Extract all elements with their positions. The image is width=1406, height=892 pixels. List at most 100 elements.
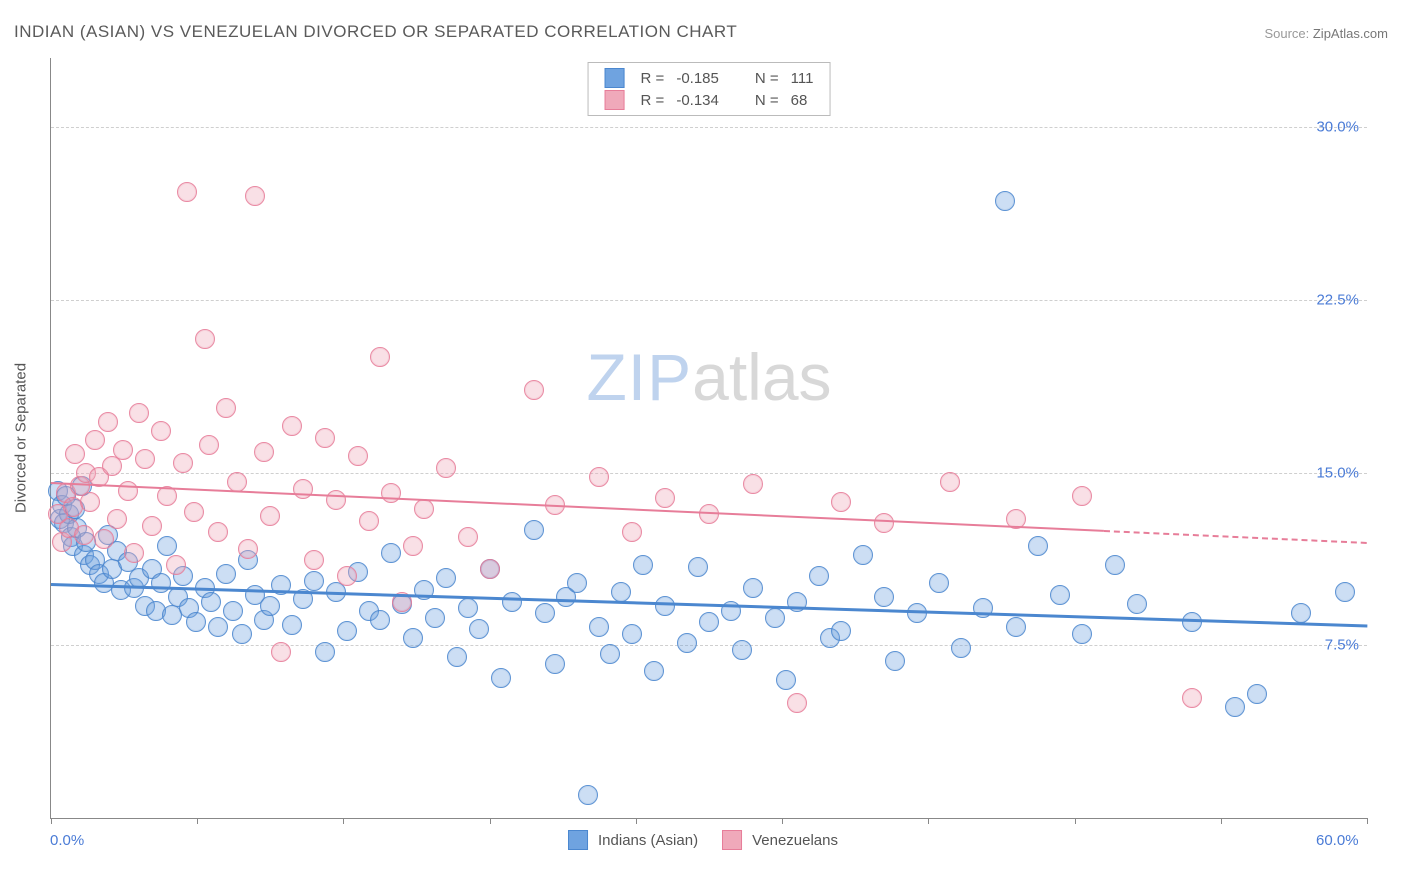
data-point-ring bbox=[688, 557, 708, 577]
data-point-ring bbox=[124, 543, 144, 563]
data-point-ring bbox=[589, 617, 609, 637]
y-tick-label: 30.0% bbox=[1316, 119, 1359, 136]
data-point-ring bbox=[370, 347, 390, 367]
data-point-ring bbox=[107, 509, 127, 529]
data-point-ring bbox=[208, 522, 228, 542]
watermark-zip: ZIP bbox=[586, 340, 692, 414]
data-point-ring bbox=[254, 442, 274, 462]
legend-series: Indians (Asian)Venezuelans bbox=[568, 830, 838, 850]
legend-stat-row-venezuelans: R =-0.134N =68 bbox=[599, 89, 820, 111]
data-point-ring bbox=[425, 608, 445, 628]
data-point-ring bbox=[348, 446, 368, 466]
data-point-ring bbox=[853, 545, 873, 565]
data-point-ring bbox=[644, 661, 664, 681]
data-point-ring bbox=[403, 536, 423, 556]
data-point-ring bbox=[491, 668, 511, 688]
data-point-ring bbox=[1006, 617, 1026, 637]
watermark-atlas: atlas bbox=[692, 340, 831, 414]
data-point-ring bbox=[436, 568, 456, 588]
data-point-ring bbox=[223, 601, 243, 621]
legend-swatch bbox=[722, 830, 742, 850]
data-point-ring bbox=[622, 624, 642, 644]
data-point-ring bbox=[151, 573, 171, 593]
data-point-ring bbox=[98, 412, 118, 432]
x-tick bbox=[928, 818, 929, 824]
data-point-ring bbox=[260, 506, 280, 526]
data-point-ring bbox=[776, 670, 796, 690]
data-point-ring bbox=[173, 453, 193, 473]
data-point-ring bbox=[216, 398, 236, 418]
gridline bbox=[51, 473, 1367, 474]
data-point-ring bbox=[142, 516, 162, 536]
legend-swatch bbox=[605, 68, 625, 88]
data-point-ring bbox=[940, 472, 960, 492]
data-point-ring bbox=[414, 499, 434, 519]
data-point-ring bbox=[65, 444, 85, 464]
data-point-ring bbox=[1225, 697, 1245, 717]
data-point-ring bbox=[113, 440, 133, 460]
legend-item-venezuelans: Venezuelans bbox=[722, 830, 838, 850]
data-point-ring bbox=[227, 472, 247, 492]
data-point-ring bbox=[208, 617, 228, 637]
data-point-ring bbox=[743, 578, 763, 598]
x-tick bbox=[490, 818, 491, 824]
data-point-ring bbox=[436, 458, 456, 478]
legend-R-label: R = bbox=[635, 89, 671, 111]
data-point-ring bbox=[1127, 594, 1147, 614]
data-point-ring bbox=[732, 640, 752, 660]
data-point-ring bbox=[1028, 536, 1048, 556]
scatter-plot: Divorced or Separated ZIPatlas R =-0.185… bbox=[50, 58, 1367, 819]
legend-swatch bbox=[605, 90, 625, 110]
legend-label: Venezuelans bbox=[752, 832, 838, 849]
data-point-ring bbox=[655, 488, 675, 508]
data-point-ring bbox=[885, 651, 905, 671]
data-point-ring bbox=[874, 587, 894, 607]
data-point-ring bbox=[545, 654, 565, 674]
x-tick bbox=[1075, 818, 1076, 824]
data-point-ring bbox=[524, 520, 544, 540]
data-point-ring bbox=[271, 642, 291, 662]
data-point-ring bbox=[655, 596, 675, 616]
data-point-ring bbox=[1182, 612, 1202, 632]
data-point-ring bbox=[831, 621, 851, 641]
legend-stats-box: R =-0.185N =111R =-0.134N =68 bbox=[588, 62, 831, 116]
data-point-ring bbox=[831, 492, 851, 512]
source-label: Source: bbox=[1264, 26, 1312, 41]
data-point-ring bbox=[929, 573, 949, 593]
x-tick bbox=[782, 818, 783, 824]
data-point-ring bbox=[118, 481, 138, 501]
data-point-ring bbox=[622, 522, 642, 542]
data-point-ring bbox=[578, 785, 598, 805]
data-point-ring bbox=[381, 543, 401, 563]
x-tick bbox=[343, 818, 344, 824]
data-point-ring bbox=[260, 596, 280, 616]
data-point-ring bbox=[469, 619, 489, 639]
data-point-ring bbox=[403, 628, 423, 648]
legend-N-label: N = bbox=[749, 89, 785, 111]
data-point-ring bbox=[1291, 603, 1311, 623]
x-tick bbox=[636, 818, 637, 824]
legend-R-value: -0.134 bbox=[670, 89, 725, 111]
legend-R-label: R = bbox=[635, 67, 671, 89]
data-point-ring bbox=[611, 582, 631, 602]
y-axis-label: Divorced or Separated bbox=[13, 363, 30, 513]
data-point-ring bbox=[765, 608, 785, 628]
data-point-ring bbox=[480, 559, 500, 579]
data-point-ring bbox=[304, 550, 324, 570]
legend-stat-row-indians: R =-0.185N =111 bbox=[599, 67, 820, 89]
data-point-ring bbox=[129, 403, 149, 423]
data-point-ring bbox=[216, 564, 236, 584]
legend-N-label: N = bbox=[749, 67, 785, 89]
data-point-ring bbox=[337, 621, 357, 641]
legend-swatch bbox=[568, 830, 588, 850]
data-point-ring bbox=[304, 571, 324, 591]
x-axis-min-label: 0.0% bbox=[50, 832, 84, 849]
data-point-ring bbox=[151, 421, 171, 441]
data-point-ring bbox=[995, 191, 1015, 211]
data-point-ring bbox=[600, 644, 620, 664]
data-point-ring bbox=[787, 693, 807, 713]
gridline bbox=[51, 127, 1367, 128]
data-point-ring bbox=[370, 610, 390, 630]
data-point-ring bbox=[315, 642, 335, 662]
data-point-ring bbox=[94, 529, 114, 549]
